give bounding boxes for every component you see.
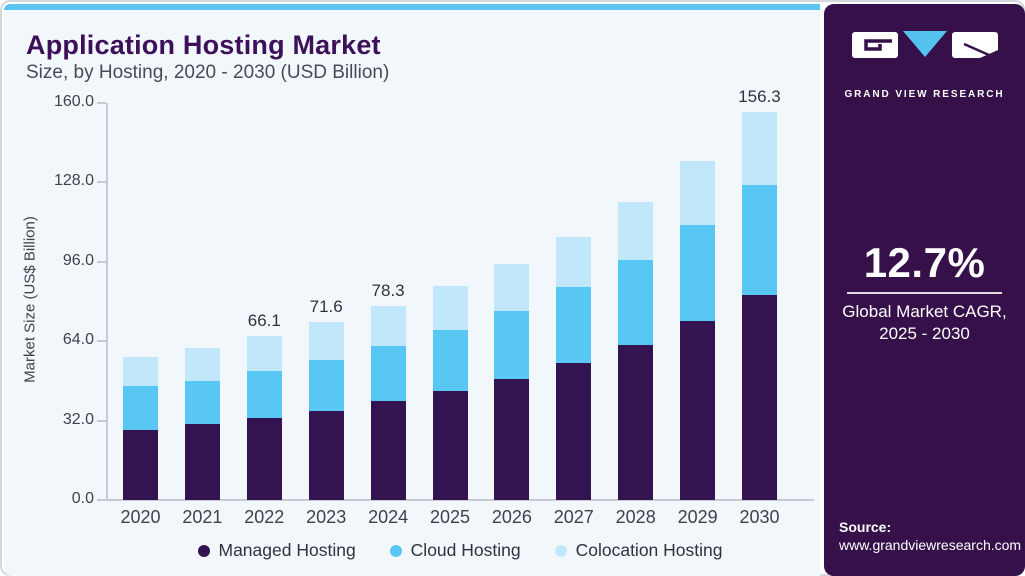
bar-2026-colocation-hosting-segment: [494, 264, 530, 311]
y-tick-label-160.0: 160.0: [53, 93, 94, 110]
chart-panel: Application Hosting Market Size, by Host…: [4, 4, 820, 576]
legend-dot-icon: [197, 544, 210, 557]
legend-dot-icon: [389, 544, 402, 557]
bar-2030-cloud-hosting-segment: [742, 184, 777, 295]
bar-2023-cloud-hosting-segment: [308, 359, 344, 411]
y-tick-mark: [97, 181, 106, 184]
bar-2020-colocation-hosting-segment: [123, 357, 158, 387]
legend-item-colocation-hosting: Colocation Hosting: [554, 540, 723, 561]
bar-2026-managed-hosting-segment: [494, 378, 530, 500]
y-axis-line: [106, 103, 108, 500]
x-axis-line: [106, 499, 814, 501]
source-label: Source:: [839, 519, 892, 535]
bar-2024-managed-hosting-segment: [370, 401, 406, 500]
bar-2030-colocation-hosting-segment: [742, 112, 777, 185]
bar-2030-managed-hosting-segment: [742, 294, 777, 500]
page-title: Application Hosting Market: [26, 30, 381, 60]
legend-dot-icon: [554, 544, 567, 557]
y-tick-mark: [97, 340, 106, 343]
gvr-logo-icon: [851, 31, 998, 61]
y-tick-mark: [97, 102, 106, 104]
legend-item-cloud-hosting: Cloud Hosting: [389, 540, 521, 561]
legend-label: Cloud Hosting: [410, 540, 521, 560]
bar-2028-managed-hosting-segment: [618, 344, 654, 500]
bar-2025-cloud-hosting-segment: [432, 329, 468, 391]
bar-2029-managed-hosting-segment: [680, 321, 716, 500]
bar-2024-colocation-hosting-segment: [370, 305, 406, 346]
bar-2021-colocation-hosting-segment: [184, 347, 220, 381]
y-axis-title: Market Size (US$ Billion): [21, 216, 39, 383]
bar-2022-managed-hosting-segment: [246, 418, 282, 500]
chart-legend: Managed Hosting Cloud Hosting Colocation H…: [106, 540, 814, 561]
bar-2023-managed-hosting-segment: [308, 410, 344, 500]
bar-2022-colocation-hosting-segment: [246, 335, 282, 372]
bar-2029-cloud-hosting-segment: [680, 225, 716, 322]
x-tick-label-2023: 2023: [306, 507, 347, 527]
y-tick-mark: [97, 419, 106, 422]
bar-2028-cloud-hosting-segment: [618, 259, 654, 345]
x-tick-label-2030: 2030: [739, 507, 780, 527]
y-tick-label-32.0: 32.0: [62, 410, 94, 428]
bar-2024-cloud-hosting-segment: [370, 345, 406, 402]
x-tick-label-2020: 2020: [120, 507, 161, 527]
cagr-value: 12.7%: [863, 239, 986, 286]
cagr-block: 12.7% Global Market CAGR, 2025 - 2030: [824, 242, 1025, 345]
plot-area: Market Size (US$ Billion) 0.0 32.0 64.0 96.…: [4, 4, 820, 576]
cagr-label-line1: Global Market CAGR,: [842, 302, 1007, 321]
legend-label: Managed Hosting: [218, 540, 356, 560]
y-tick-label-64.0: 64.0: [62, 331, 94, 349]
bar-2029-colocation-hosting-segment: [680, 161, 716, 226]
gvr-logo-text: GRAND VIEW RESEARCH: [844, 89, 1005, 100]
y-tick-label-96.0: 96.0: [62, 251, 94, 269]
x-tick-label-2028: 2028: [615, 507, 656, 527]
bar-total-label-2024: 78.3: [371, 280, 405, 300]
gvr-logo: GRAND VIEW RESEARCH: [824, 30, 1025, 100]
legend-item-managed-hosting: Managed Hosting: [197, 540, 356, 561]
cagr-label-line2: 2025 - 2030: [879, 324, 970, 343]
x-tick-label-2024: 2024: [368, 507, 409, 527]
x-tick-label-2029: 2029: [677, 507, 718, 527]
source-block: Source: www.grandviewresearch.com: [839, 518, 1021, 554]
x-tick-label-2027: 2027: [553, 507, 594, 527]
y-tick-mark: [97, 260, 106, 263]
bar-total-label-2023: 71.6: [309, 297, 343, 317]
top-accent-bar: [4, 4, 820, 10]
x-tick-label-2022: 2022: [244, 507, 285, 527]
bar-2027-cloud-hosting-segment: [556, 287, 592, 364]
x-tick-label-2025: 2025: [429, 507, 471, 527]
bar-2025-colocation-hosting-segment: [432, 286, 468, 330]
bar-2022-cloud-hosting-segment: [246, 371, 282, 419]
bar-2021-cloud-hosting-segment: [184, 380, 220, 425]
bar-total-label-2030: 156.3: [738, 87, 781, 107]
page-subtitle: Size, by Hosting, 2020 - 2030 (USD Billi…: [26, 62, 390, 83]
x-tick-label-2021: 2021: [182, 507, 223, 527]
bar-2025-managed-hosting-segment: [432, 390, 468, 500]
source-url: www.grandviewresearch.com: [839, 537, 1022, 553]
x-tick-label-2026: 2026: [491, 507, 532, 527]
y-tick-label-0.0: 0.0: [71, 490, 94, 507]
legend-label: Colocation Hosting: [575, 540, 723, 560]
bar-2020-cloud-hosting-segment: [123, 386, 158, 430]
cagr-divider: [847, 292, 1002, 294]
bar-2020-managed-hosting-segment: [123, 429, 158, 500]
bar-2027-managed-hosting-segment: [556, 363, 592, 500]
brand-sidebar: GRAND VIEW RESEARCH 12.7% Global Market …: [824, 4, 1025, 576]
bar-2021-managed-hosting-segment: [184, 424, 220, 500]
bar-2023-colocation-hosting-segment: [308, 322, 344, 360]
bar-2028-colocation-hosting-segment: [618, 202, 654, 260]
y-tick-mark: [97, 499, 106, 501]
bar-2027-colocation-hosting-segment: [556, 237, 592, 288]
bar-2026-cloud-hosting-segment: [494, 310, 530, 379]
y-tick-label-128.0: 128.0: [53, 172, 94, 190]
bar-total-label-2022: 66.1: [247, 310, 281, 330]
